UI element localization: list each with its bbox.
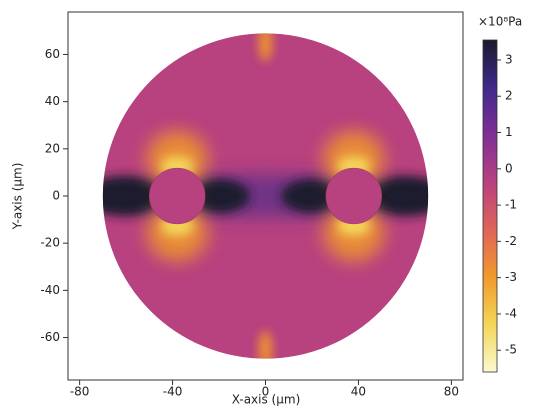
y-tick-label: -40 xyxy=(40,283,60,297)
y-axis-label: Y-axis (μm) xyxy=(11,163,25,231)
colorbar xyxy=(482,39,498,373)
colorbar-tick-label: 2 xyxy=(505,89,513,103)
field-shade xyxy=(364,176,429,216)
y-tick-label: -60 xyxy=(40,330,60,344)
colorbar-tick-label: -3 xyxy=(505,270,517,284)
colorbar-label: ×10⁸Pa xyxy=(478,15,522,29)
y-tick-label: 60 xyxy=(45,47,60,61)
x-tick-label: 80 xyxy=(444,385,459,399)
colorbar-tick-label: -4 xyxy=(505,306,517,320)
y-tick-label: 0 xyxy=(52,189,60,203)
x-axis-label: X-axis (μm) xyxy=(232,393,301,407)
y-tick-label: 40 xyxy=(45,94,60,108)
hole xyxy=(149,167,206,225)
hole xyxy=(325,167,382,225)
x-tick-label: -40 xyxy=(163,385,183,399)
colorbar-tick-label: -2 xyxy=(505,234,517,248)
y-tick-label: 20 xyxy=(45,141,60,155)
stress-field xyxy=(102,33,429,359)
colorbar-tick-label: -1 xyxy=(505,198,517,212)
x-tick-label: 40 xyxy=(351,385,366,399)
colorbar-tick-label: 0 xyxy=(505,161,513,175)
field-shade xyxy=(258,33,273,62)
colorbar-tick-label: -5 xyxy=(505,343,517,357)
colorbar-tick-label: 1 xyxy=(505,125,513,139)
x-tick-label: 0 xyxy=(262,385,270,399)
x-tick-label: -80 xyxy=(70,385,90,399)
field-shade xyxy=(258,330,273,359)
colorbar-tick-label: 3 xyxy=(505,52,513,66)
y-tick-label: -20 xyxy=(40,236,60,250)
field-shade xyxy=(102,176,167,216)
